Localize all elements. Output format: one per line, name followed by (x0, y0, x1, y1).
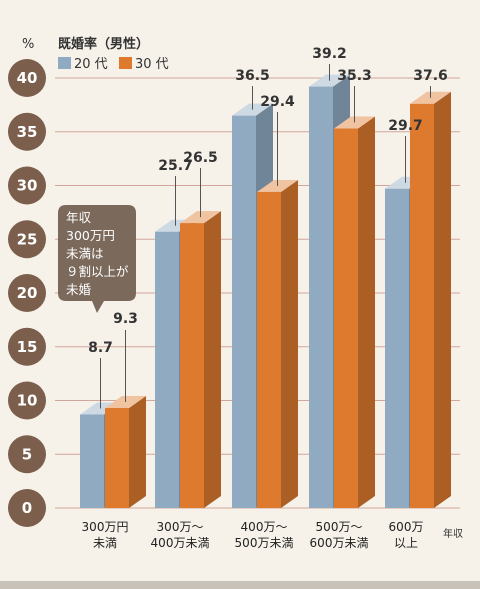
value-labels: 8.79.3 25.726.5 36.5 29.4 39.2 35.3 29.7 37.6 (88, 46, 448, 356)
bar-side (129, 396, 146, 508)
value-label: 36.5 (235, 68, 270, 84)
category-label: 500万～ 600万未満 (310, 520, 369, 550)
y-tick-circle (8, 59, 46, 97)
y-tick-circle (8, 381, 46, 420)
category-label-line: 300万～ (157, 520, 204, 534)
category-label-line: 400万～ (241, 520, 288, 534)
y-tick-label: 35 (17, 123, 38, 141)
category-label: 300万～ 400万未満 (151, 520, 210, 550)
value-leader-lines (100, 64, 431, 409)
y-tick-label: 25 (17, 230, 38, 248)
value-label: 29.7 (388, 118, 423, 134)
bar-30s (257, 179, 298, 508)
value-label: 35.3 (337, 68, 372, 84)
category-label-line: 以上 (394, 536, 418, 550)
legend-swatch-20s (58, 57, 71, 69)
bar-side (358, 116, 375, 509)
bar-30s (410, 91, 451, 509)
bar-front (334, 128, 358, 508)
bar-front (309, 86, 333, 508)
callout-line-2: 300万円 (66, 228, 115, 243)
callout-line-5: 未婚 (66, 282, 92, 297)
bar-front (80, 414, 104, 508)
y-unit-label: % (22, 37, 34, 52)
value-label: 26.5 (183, 150, 218, 166)
callout-line-3: 未満は (66, 246, 104, 261)
y-tick-label: 0 (22, 499, 32, 517)
category-label-line: 300万円 (82, 520, 129, 534)
value-label: 39.2 (312, 46, 347, 62)
bar-side (281, 179, 298, 508)
category-label: 400万～ 500万未満 (235, 520, 294, 550)
legend-swatch-30s (119, 57, 132, 69)
category-label-line: 600万未満 (310, 536, 369, 550)
y-tick-label: 30 (17, 177, 38, 195)
value-label: 8.7 (88, 340, 113, 356)
y-tick-circle (8, 112, 46, 151)
x-axis-label: 年収 (443, 527, 463, 540)
y-tick-circle (8, 489, 46, 527)
bars (80, 74, 451, 509)
bar-front (155, 231, 179, 508)
category-label-line: 未満 (93, 536, 117, 550)
callout-line-1: 年収 (66, 210, 92, 225)
category-label-line: 500万～ (316, 520, 363, 534)
y-tick-label: 5 (22, 445, 32, 463)
y-tick-label: 15 (17, 338, 38, 356)
bar-front (180, 223, 204, 508)
y-tick-circle (8, 274, 46, 312)
value-label: 37.6 (413, 68, 448, 84)
legend-label-20s: 20 代 (74, 57, 108, 72)
y-tick-circle (8, 220, 46, 259)
y-axis: 0 5 10 15 20 25 30 35 40 (8, 59, 46, 527)
legend: 既婚率（男性） 20 代 30 代 (58, 36, 169, 72)
bar-30s (180, 211, 221, 508)
y-tick-label: 10 (17, 392, 38, 410)
bar-front (232, 115, 256, 508)
category-label-line: 600万 (389, 520, 424, 534)
value-label: 25.7 (158, 158, 193, 174)
callout-bubble (58, 205, 136, 313)
y-tick-circle (8, 166, 46, 205)
category-label-line: 500万未満 (235, 536, 294, 550)
legend-label-30s: 30 代 (135, 57, 169, 72)
y-tick-circle (8, 327, 46, 366)
value-label: 9.3 (113, 311, 138, 327)
y-tick-label: 40 (17, 69, 38, 87)
bar-front (257, 191, 281, 508)
category-label-line: 400万未満 (151, 536, 210, 550)
y-tick-label: 20 (17, 284, 38, 302)
bar-side (204, 211, 221, 508)
bar-front (385, 188, 409, 508)
value-label: 29.4 (260, 94, 295, 110)
legend-title: 既婚率（男性） (58, 36, 149, 52)
annotation-callout: 年収 300万円 未満は ９割以上が 未婚 (58, 205, 136, 313)
bar-30s (105, 396, 146, 508)
bar-front (410, 103, 434, 509)
bar-30s (334, 116, 375, 509)
callout-line-4: ９割以上が (66, 264, 129, 279)
bar-side (434, 91, 451, 509)
y-tick-circle (8, 435, 46, 474)
bar-front (105, 408, 129, 508)
bottom-band (0, 581, 480, 589)
